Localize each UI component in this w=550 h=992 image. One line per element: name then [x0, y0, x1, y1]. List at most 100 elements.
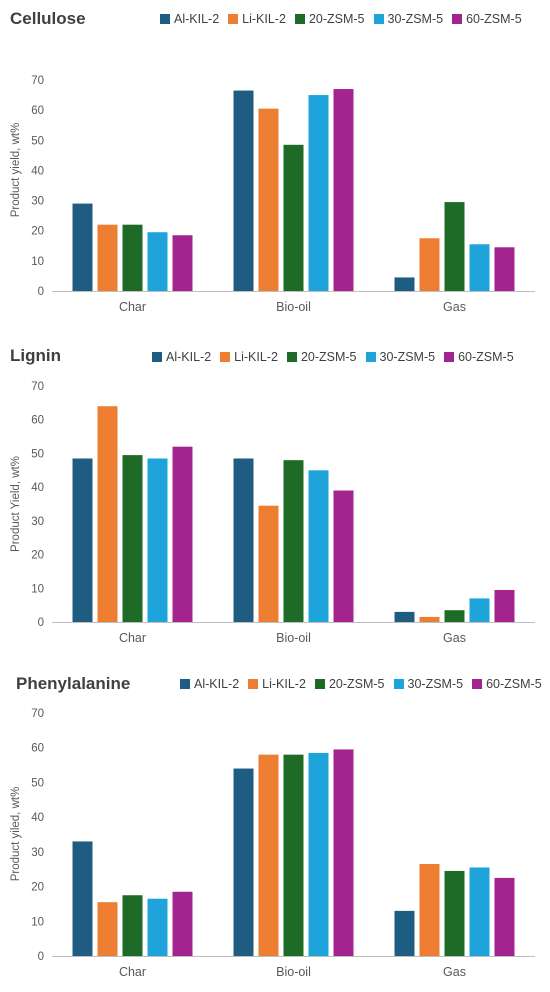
x-tick-label: Gas: [443, 300, 466, 314]
bar: [97, 224, 118, 291]
y-tick-label: 20: [31, 550, 44, 562]
legend-item: 30-ZSM-5: [365, 350, 436, 364]
bar: [72, 841, 93, 956]
legend-swatch: [373, 14, 384, 24]
x-tick-label: Bio-oil: [276, 631, 311, 645]
phenylalanine-chart: 0 10 20 30 40 50 60 70 Product yiled, wt% Char Bio…: [10, 708, 535, 979]
bar: [394, 611, 415, 622]
legend-swatch: [248, 679, 259, 689]
y-tick-label: 40: [31, 165, 44, 177]
legend-item: 30-ZSM-5: [393, 677, 464, 691]
bar: [333, 490, 354, 622]
bar: [333, 89, 354, 292]
bar: [308, 752, 329, 956]
legend-swatch: [393, 679, 404, 689]
bar: [469, 244, 490, 291]
legend-swatch: [152, 352, 162, 362]
legend-swatch: [365, 352, 376, 362]
legend-swatch: [160, 14, 170, 24]
bar: [419, 864, 440, 956]
y-tick-label: 30: [31, 196, 44, 208]
chart-title: Phenylalanine: [16, 674, 131, 693]
cellulose-chart: 0 10 20 30 40 50 60 70 Product yield, wt% Char Bio…: [10, 75, 535, 314]
legend-swatch: [472, 679, 483, 689]
chart-title: Lignin: [10, 346, 61, 365]
bar: [444, 610, 465, 622]
y-tick-label: 30: [31, 516, 44, 528]
bar: [419, 238, 440, 291]
legend-label: 60-ZSM-5: [458, 350, 514, 364]
legend-item: 60-ZSM-5: [452, 12, 522, 26]
x-tick-label: Gas: [443, 965, 466, 979]
legend-label: 60-ZSM-5: [486, 677, 542, 691]
lignin-panel: Lignin Al-KIL-2 Li-KIL-2 20-ZSM-5 30-ZSM…: [0, 332, 550, 662]
lignin-chart: 0 10 20 30 40 50 60 70 Product Yield, wt% Char Bio…: [10, 381, 535, 645]
bar: [444, 870, 465, 956]
y-tick-label: 70: [31, 75, 44, 87]
legend-item: 20-ZSM-5: [286, 350, 357, 364]
y-tick-label: 50: [31, 448, 44, 460]
legend-item: 20-ZSM-5: [314, 677, 385, 691]
bar: [122, 895, 143, 956]
bar: [494, 247, 515, 291]
legend: Al-KIL-2 Li-KIL-2 20-ZSM-5 30-ZSM-5 60-Z…: [160, 12, 522, 26]
legend-item: Al-KIL-2: [180, 677, 239, 691]
bar: [233, 768, 254, 956]
legend-label: Al-KIL-2: [174, 12, 220, 26]
bar: [283, 460, 304, 622]
y-tick-label: 0: [38, 617, 44, 629]
y-tick-label: 0: [38, 286, 44, 298]
y-tick-label: 60: [31, 415, 44, 427]
y-tick-label: 10: [31, 256, 44, 268]
y-tick-label: 10: [31, 916, 44, 928]
bar: [233, 90, 254, 291]
legend-label: Al-KIL-2: [166, 350, 212, 364]
bar: [283, 754, 304, 956]
y-tick-label: 50: [31, 777, 44, 789]
y-tick-label: 20: [31, 226, 44, 238]
legend-item: Al-KIL-2: [152, 350, 211, 364]
legend-label: 30-ZSM-5: [407, 677, 464, 691]
legend: Al-KIL-2 Li-KIL-2 20-ZSM-5 30-ZSM-5 60-Z…: [180, 677, 542, 691]
legend-swatch: [220, 352, 231, 362]
legend-item: Li-KIL-2: [220, 350, 278, 364]
bar: [147, 458, 168, 622]
y-tick-label: 0: [38, 951, 44, 963]
cellulose-panel: Cellulose Al-KIL-2 Li-KIL-2 20-ZSM-5 30-…: [0, 0, 550, 325]
x-tick-label: Char: [119, 631, 146, 645]
bar: [308, 470, 329, 622]
legend-label: 20-ZSM-5: [308, 12, 365, 26]
legend-label: Al-KIL-2: [194, 677, 240, 691]
y-axis-label: Product yiled, wt%: [10, 787, 22, 882]
legend-label: Li-KIL-2: [242, 12, 286, 26]
y-tick-label: 70: [31, 381, 44, 393]
legend-swatch: [294, 14, 305, 24]
legend-label: 30-ZSM-5: [387, 12, 444, 26]
bar: [258, 754, 279, 956]
legend-item: 30-ZSM-5: [373, 12, 444, 26]
y-tick-label: 60: [31, 743, 44, 755]
bar: [233, 458, 254, 622]
bar: [258, 108, 279, 291]
bar: [122, 224, 143, 291]
legend: Al-KIL-2 Li-KIL-2 20-ZSM-5 30-ZSM-5 60-Z…: [152, 350, 514, 364]
y-tick-label: 30: [31, 847, 44, 859]
bar: [308, 95, 329, 291]
bar: [333, 749, 354, 956]
bar: [283, 144, 304, 291]
legend-swatch: [228, 14, 239, 24]
y-tick-label: 70: [31, 708, 44, 720]
legend-label: Li-KIL-2: [262, 677, 306, 691]
phenylalanine-panel: Phenylalanine Al-KIL-2 Li-KIL-2 20-ZSM-5…: [0, 664, 550, 992]
legend-label: 30-ZSM-5: [379, 350, 436, 364]
bar: [72, 458, 93, 622]
legend-item: 20-ZSM-5: [294, 12, 365, 26]
legend-swatch: [444, 352, 455, 362]
y-tick-label: 40: [31, 482, 44, 494]
bar: [394, 277, 415, 291]
legend-swatch: [180, 679, 190, 689]
x-tick-label: Bio-oil: [276, 300, 311, 314]
bar: [172, 235, 193, 291]
x-tick-label: Char: [119, 965, 146, 979]
